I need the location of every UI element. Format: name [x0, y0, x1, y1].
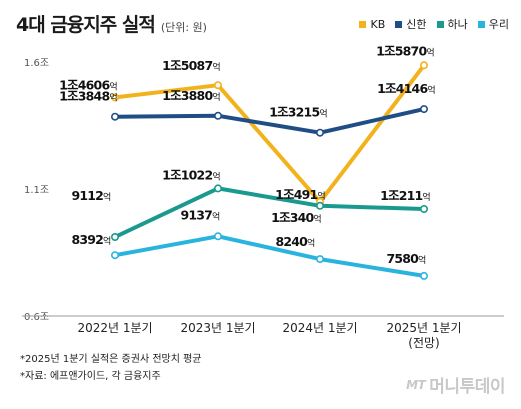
legend-item: KB [359, 18, 385, 31]
data-label-value: 9137 [180, 207, 212, 222]
data-label: 8240억 [275, 234, 315, 249]
data-label-unit: 억 [103, 235, 111, 247]
data-label: 1조3880억 [162, 88, 220, 103]
data-label-value: 7580 [386, 251, 419, 266]
data-label-unit: 억 [307, 237, 315, 249]
data-label-unit: 억 [418, 254, 426, 266]
data-label-value: 8392 [71, 232, 103, 247]
watermark-name: 머니투데이 [429, 377, 505, 397]
data-point [315, 255, 324, 264]
data-point [419, 61, 428, 70]
series-line [113, 234, 426, 278]
data-label-unit: 억 [103, 191, 111, 203]
legend-swatch [436, 20, 444, 28]
data-label-value: 9112 [71, 188, 103, 203]
legend-label: 우리 [488, 18, 509, 31]
unit-note: (단위: 원) [160, 21, 207, 34]
data-label-unit: 억 [317, 190, 325, 202]
legend-item: 신한 [395, 16, 427, 32]
data-point [419, 105, 428, 114]
legend-item: 하나 [436, 16, 468, 32]
x-tick-label: 2023년 1분기 [180, 321, 255, 335]
series-line [113, 186, 426, 239]
data-label-unit: 억 [212, 91, 220, 103]
series-line [113, 107, 426, 135]
data-label-value: 1조4606 [59, 77, 110, 92]
data-label-unit: 억 [427, 84, 435, 96]
data-label-unit: 억 [313, 213, 321, 225]
series-line [113, 63, 426, 204]
data-point [214, 232, 223, 241]
data-label-value: 1조211 [380, 188, 422, 203]
data-label: 9112억 [71, 188, 111, 203]
data-label-unit: 억 [109, 92, 117, 104]
data-label: 9137억 [180, 207, 220, 222]
data-label-value: 1조3848 [59, 89, 109, 104]
legend-item: 우리 [477, 16, 509, 32]
data-label-unit: 억 [426, 46, 434, 58]
data-label: 1조211억 [380, 188, 430, 203]
chart-title: 4대 금융지주 실적 [16, 14, 156, 36]
y-tick-label: 1.6조 [24, 58, 49, 69]
legend-swatch [477, 20, 485, 28]
data-label: 1조3848억 [59, 89, 117, 104]
watermark-logo: MT 머니투데이 [406, 372, 505, 397]
data-label: 8392억 [71, 232, 111, 247]
y-tick-label: 1.1조 [24, 185, 49, 196]
data-label-unit: 억 [212, 210, 220, 222]
data-label: 1조1022억 [162, 167, 220, 182]
data-point [315, 201, 324, 210]
data-point [419, 271, 428, 280]
data-label: 1조5087억 [162, 58, 220, 73]
data-label: 1조4146억 [377, 81, 435, 96]
x-tick-sublabel: (전망) [408, 336, 439, 350]
data-label: 1조3215억 [269, 105, 327, 120]
data-label: 7580억 [386, 251, 426, 266]
data-label-value: 1조340 [271, 210, 314, 225]
data-label: 1조5870억 [376, 43, 434, 58]
data-point [111, 233, 120, 242]
data-point [111, 93, 120, 102]
data-label-value: 1조3880 [162, 88, 213, 103]
data-label: 1조491억 [275, 187, 325, 202]
legend-label: 신한 [406, 18, 427, 31]
data-point [214, 81, 223, 90]
data-point [315, 128, 324, 137]
legend-label: KB [370, 17, 386, 31]
data-label-value: 8240 [275, 234, 308, 249]
data-label: 1조340억 [271, 210, 321, 225]
data-label: 1조4606억 [59, 77, 117, 92]
data-label-value: 1조3215 [269, 105, 319, 120]
legend-swatch [359, 20, 367, 28]
data-label-value: 1조4146 [377, 81, 428, 96]
data-point [419, 205, 428, 214]
y-tick-label: 0.6조 [24, 312, 49, 323]
data-label-value: 1조1022 [162, 167, 212, 182]
data-point [214, 111, 223, 120]
x-tick-label: 2025년 1분기 [386, 321, 461, 335]
legend-label: 하나 [447, 18, 468, 31]
data-label-unit: 억 [212, 170, 220, 182]
data-label-unit: 억 [422, 191, 430, 203]
data-point [111, 112, 120, 121]
data-label-value: 1조491 [275, 187, 317, 202]
footnotes: *2025년 1분기 실적은 증권사 전망치 평균 *자료: 에프앤가이드, 각… [20, 351, 202, 385]
data-point [214, 184, 223, 193]
title-row: 4대 금융지주 실적 (단위: 원) [16, 10, 207, 37]
legend-swatch [395, 20, 403, 28]
data-label-unit: 억 [319, 108, 327, 120]
data-point [111, 251, 120, 260]
footnote-forecast: *2025년 1분기 실적은 증권사 전망치 평균 [20, 354, 202, 365]
x-tick-label: 2024년 1분기 [282, 321, 357, 335]
legend: KB 신한 하나 우리 [359, 16, 509, 32]
x-tick-label: 2022년 1분기 [77, 321, 152, 335]
footnote-source: *자료: 에프앤가이드, 각 금융지주 [20, 371, 161, 382]
watermark-mark: MT [406, 377, 426, 392]
data-label-unit: 억 [212, 61, 220, 73]
data-label-value: 1조5870 [376, 43, 427, 58]
data-label-value: 1조5087 [162, 58, 212, 73]
data-label-unit: 억 [109, 80, 117, 92]
